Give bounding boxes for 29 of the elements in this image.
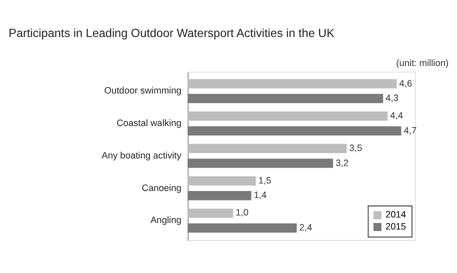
- bar: [188, 94, 384, 104]
- data-label: 1,5: [258, 175, 272, 186]
- data-label: 3,2: [336, 158, 348, 168]
- data-label: 1,4: [254, 190, 267, 200]
- bar: [188, 191, 252, 200]
- y-tick-label: Angling: [150, 215, 182, 226]
- legend-label: 2015: [385, 222, 406, 232]
- bar: [188, 126, 402, 136]
- bar: [188, 158, 334, 168]
- bar: [188, 111, 388, 121]
- y-tick-label: Outdoor swimming: [104, 86, 182, 96]
- data-label: 4,4: [390, 110, 404, 121]
- bar: [188, 208, 234, 218]
- data-label: 1,0: [236, 208, 249, 218]
- data-label: 4,3: [386, 93, 398, 104]
- legend-label: 2014: [385, 210, 406, 220]
- data-label: 4,6: [399, 78, 412, 88]
- data-label: 2,4: [299, 222, 312, 233]
- text: (unit: million): [396, 58, 449, 68]
- data-label: 3,5: [349, 143, 362, 154]
- bar: [188, 176, 256, 186]
- y-tick-label: Any boating activity: [102, 150, 182, 160]
- bar: [188, 144, 347, 154]
- y-tick-label: Coastal walking: [116, 118, 182, 128]
- chart-title: Participants in Leading Outdoor Watersport Activities in the UK: [8, 27, 335, 40]
- data-label: 4,7: [404, 125, 417, 136]
- y-tick-label: Canoeing: [142, 182, 182, 193]
- bar: [188, 79, 397, 88]
- bar: [188, 223, 297, 233]
